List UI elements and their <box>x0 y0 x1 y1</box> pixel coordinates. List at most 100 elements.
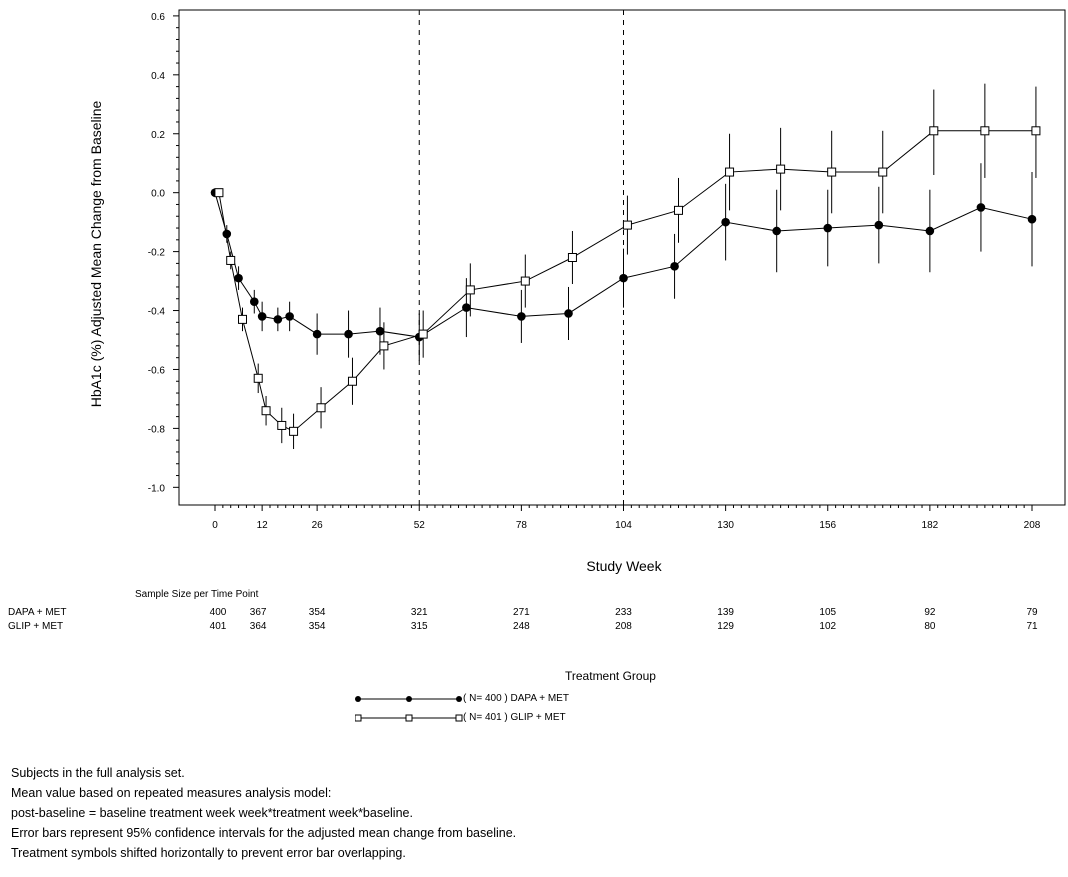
sample-size-cell: 248 <box>513 621 530 632</box>
data-point-square <box>289 426 299 436</box>
filled-circle-line-icon <box>355 696 462 702</box>
data-point-circle <box>772 226 781 236</box>
axes: -1.0 -0.8 -0.6 -0.4 -0.2 0.0 0.2 0.4 0.6 0 12 26 52 7… <box>148 9 1066 531</box>
sample-size-cell: 321 <box>410 607 428 618</box>
data-point-circle <box>273 315 283 324</box>
data-point-square <box>316 403 326 413</box>
y-tick-label: -1.0 <box>148 483 166 494</box>
x-axis-label: Study Week <box>586 558 662 574</box>
series-line <box>218 130 1036 432</box>
sample-size-cell: 315 <box>410 621 428 632</box>
sample-size-cell: 364 <box>249 621 267 632</box>
data-point-circle <box>312 329 322 339</box>
sample-size-cell: 400 <box>209 607 227 618</box>
sample-size-cell: 354 <box>308 607 326 618</box>
data-point-square <box>214 188 224 198</box>
y-tick-label: 0.0 <box>151 189 165 200</box>
data-point-circle <box>517 312 526 321</box>
x-tick-label: 104 <box>615 520 632 531</box>
data-point-square <box>567 253 577 262</box>
data-point-circle <box>976 203 986 212</box>
x-tick-label: 26 <box>312 520 324 531</box>
sample-size-row-label: DAPA + MET <box>8 607 67 618</box>
y-tick-label: 0.4 <box>151 71 165 82</box>
sample-size-cell: 233 <box>615 607 632 618</box>
sample-size-title: Sample Size per Time Point <box>135 589 259 600</box>
sample-size-cell: 92 <box>924 607 936 618</box>
data-point-square <box>878 167 888 177</box>
sample-size-cell: 102 <box>819 621 837 632</box>
sample-size-cell: 80 <box>924 621 936 632</box>
sample-size-row-label: GLIP + MET <box>8 621 64 632</box>
data-point-square <box>226 255 236 265</box>
data-point-circle <box>874 220 884 230</box>
data-point-circle <box>670 262 679 271</box>
series <box>210 83 1041 450</box>
sample-size-cell: 79 <box>1026 607 1038 618</box>
data-point-square <box>237 314 247 324</box>
data-point-circle <box>823 223 833 233</box>
legend-label-dapa: ( N= 400 ) DAPA + MET <box>463 693 569 704</box>
reference-lines <box>418 10 624 505</box>
y-tick-label: -0.6 <box>148 365 166 376</box>
plot-frame <box>178 9 1066 506</box>
x-tick-label: 78 <box>516 520 528 531</box>
data-point-square <box>347 376 357 386</box>
data-point-circle <box>375 326 385 336</box>
data-point-square <box>418 329 428 339</box>
legend-title: Treatment Group <box>565 669 656 683</box>
y-tick-label: -0.8 <box>148 424 166 435</box>
x-tick-label: 208 <box>1024 520 1041 531</box>
data-point-square <box>929 126 939 136</box>
data-point-square <box>277 420 287 430</box>
x-tick-label: 0 <box>212 520 218 531</box>
x-tick-label: 52 <box>414 520 426 531</box>
sample-size-cell: 271 <box>513 607 530 618</box>
sample-size-cell: 129 <box>717 621 734 632</box>
data-point-circle <box>564 309 573 318</box>
sample-size-cell: 367 <box>249 607 267 618</box>
data-point-circle <box>462 303 471 312</box>
data-point-circle <box>257 312 267 321</box>
data-point-square <box>980 126 990 136</box>
x-tick-label: 12 <box>257 520 269 531</box>
data-point-square <box>673 205 683 215</box>
data-point-circle <box>619 273 628 283</box>
series-glip-met <box>214 83 1041 450</box>
sample-size-cell: 354 <box>308 621 326 632</box>
data-point-circle <box>925 226 935 236</box>
data-point-circle <box>285 312 294 321</box>
data-point-square <box>622 220 632 230</box>
sample-size-cell: 208 <box>615 621 632 632</box>
open-square-line-icon <box>355 714 463 722</box>
data-point-circle <box>721 217 730 227</box>
data-point-square <box>379 341 389 351</box>
x-tick-label: 156 <box>819 520 836 531</box>
sample-size-cell: 401 <box>209 621 227 632</box>
data-point-circle <box>1027 214 1037 224</box>
footnotes: Subjects in the full analysis set. Mean … <box>11 763 516 863</box>
data-point-square <box>520 276 530 286</box>
data-point-square <box>253 373 263 383</box>
data-point-circle <box>249 297 259 306</box>
x-tick-label: 130 <box>717 520 734 531</box>
data-point-square <box>465 285 475 295</box>
footnote: Treatment symbols shifted horizontally t… <box>11 846 406 860</box>
x-tick-label: 182 <box>922 520 939 531</box>
legend-label-glip: ( N= 401 ) GLIP + MET <box>463 712 566 723</box>
footnote: Mean value based on repeated measures an… <box>11 786 332 800</box>
data-point-circle <box>344 329 353 339</box>
sample-size-cell: 139 <box>717 607 734 618</box>
y-tick-label: -0.4 <box>148 307 166 318</box>
footnote: Subjects in the full analysis set. <box>11 766 185 780</box>
data-point-square <box>725 167 735 177</box>
y-tick-label: -0.2 <box>148 248 166 259</box>
data-point-square <box>261 406 271 416</box>
y-tick-label: 0.2 <box>151 130 165 141</box>
data-point-square <box>827 167 837 177</box>
data-point-square <box>776 164 786 174</box>
data-point-circle <box>222 229 232 239</box>
footnote: post-baseline = baseline treatment week … <box>11 806 413 820</box>
sample-size-cell: 71 <box>1026 621 1038 632</box>
